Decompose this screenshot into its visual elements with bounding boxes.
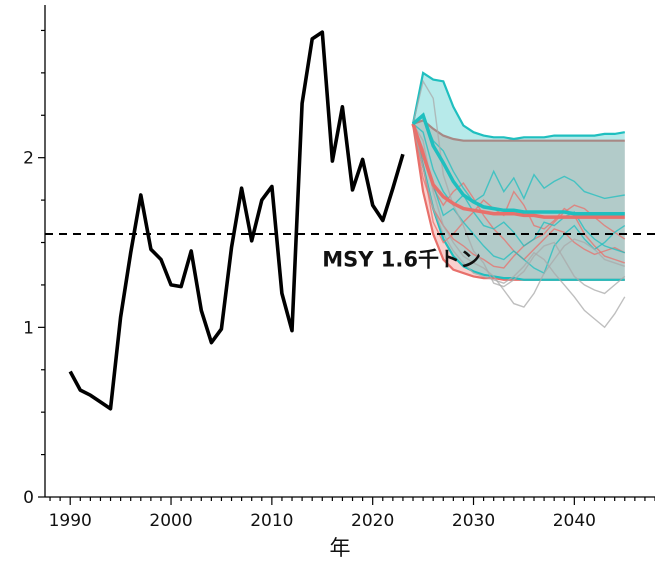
median-line-1 bbox=[411, 112, 625, 216]
x-tick-label: 2030 bbox=[452, 511, 495, 531]
projection-median-lines bbox=[411, 112, 625, 219]
x-axis-title: 年 bbox=[330, 536, 351, 560]
x-tick-label: 2000 bbox=[149, 511, 192, 531]
sample-line-2-2 bbox=[412, 123, 626, 329]
x-tick-label: 2010 bbox=[250, 511, 293, 531]
y-tick-label: 2 bbox=[23, 149, 34, 169]
band-upper-0 bbox=[412, 119, 625, 142]
sample-line-2-1 bbox=[412, 123, 626, 308]
historical-series bbox=[68, 30, 405, 411]
sample-line-2-0 bbox=[412, 79, 626, 295]
x-tick-label: 1990 bbox=[49, 511, 92, 531]
sample-line-0-0 bbox=[412, 123, 626, 264]
projection-sample-lines bbox=[412, 79, 626, 329]
x-tick-label: 2020 bbox=[351, 511, 394, 531]
band-lower-1 bbox=[411, 123, 625, 281]
msy-annotation: MSY 1.6千トン bbox=[322, 247, 481, 271]
axes: 0 1 2 1990 2000 2010 2020 2030 2040 bbox=[23, 5, 655, 531]
x-tick-label: 2040 bbox=[553, 511, 596, 531]
historical-line bbox=[68, 30, 405, 411]
y-tick-label: 0 bbox=[23, 488, 34, 508]
sample-line-1-0 bbox=[412, 115, 625, 203]
sample-line-1-1 bbox=[412, 123, 626, 275]
median-line-0 bbox=[411, 123, 625, 219]
y-tick-label: 1 bbox=[23, 318, 34, 338]
band-upper-1 bbox=[411, 71, 625, 141]
